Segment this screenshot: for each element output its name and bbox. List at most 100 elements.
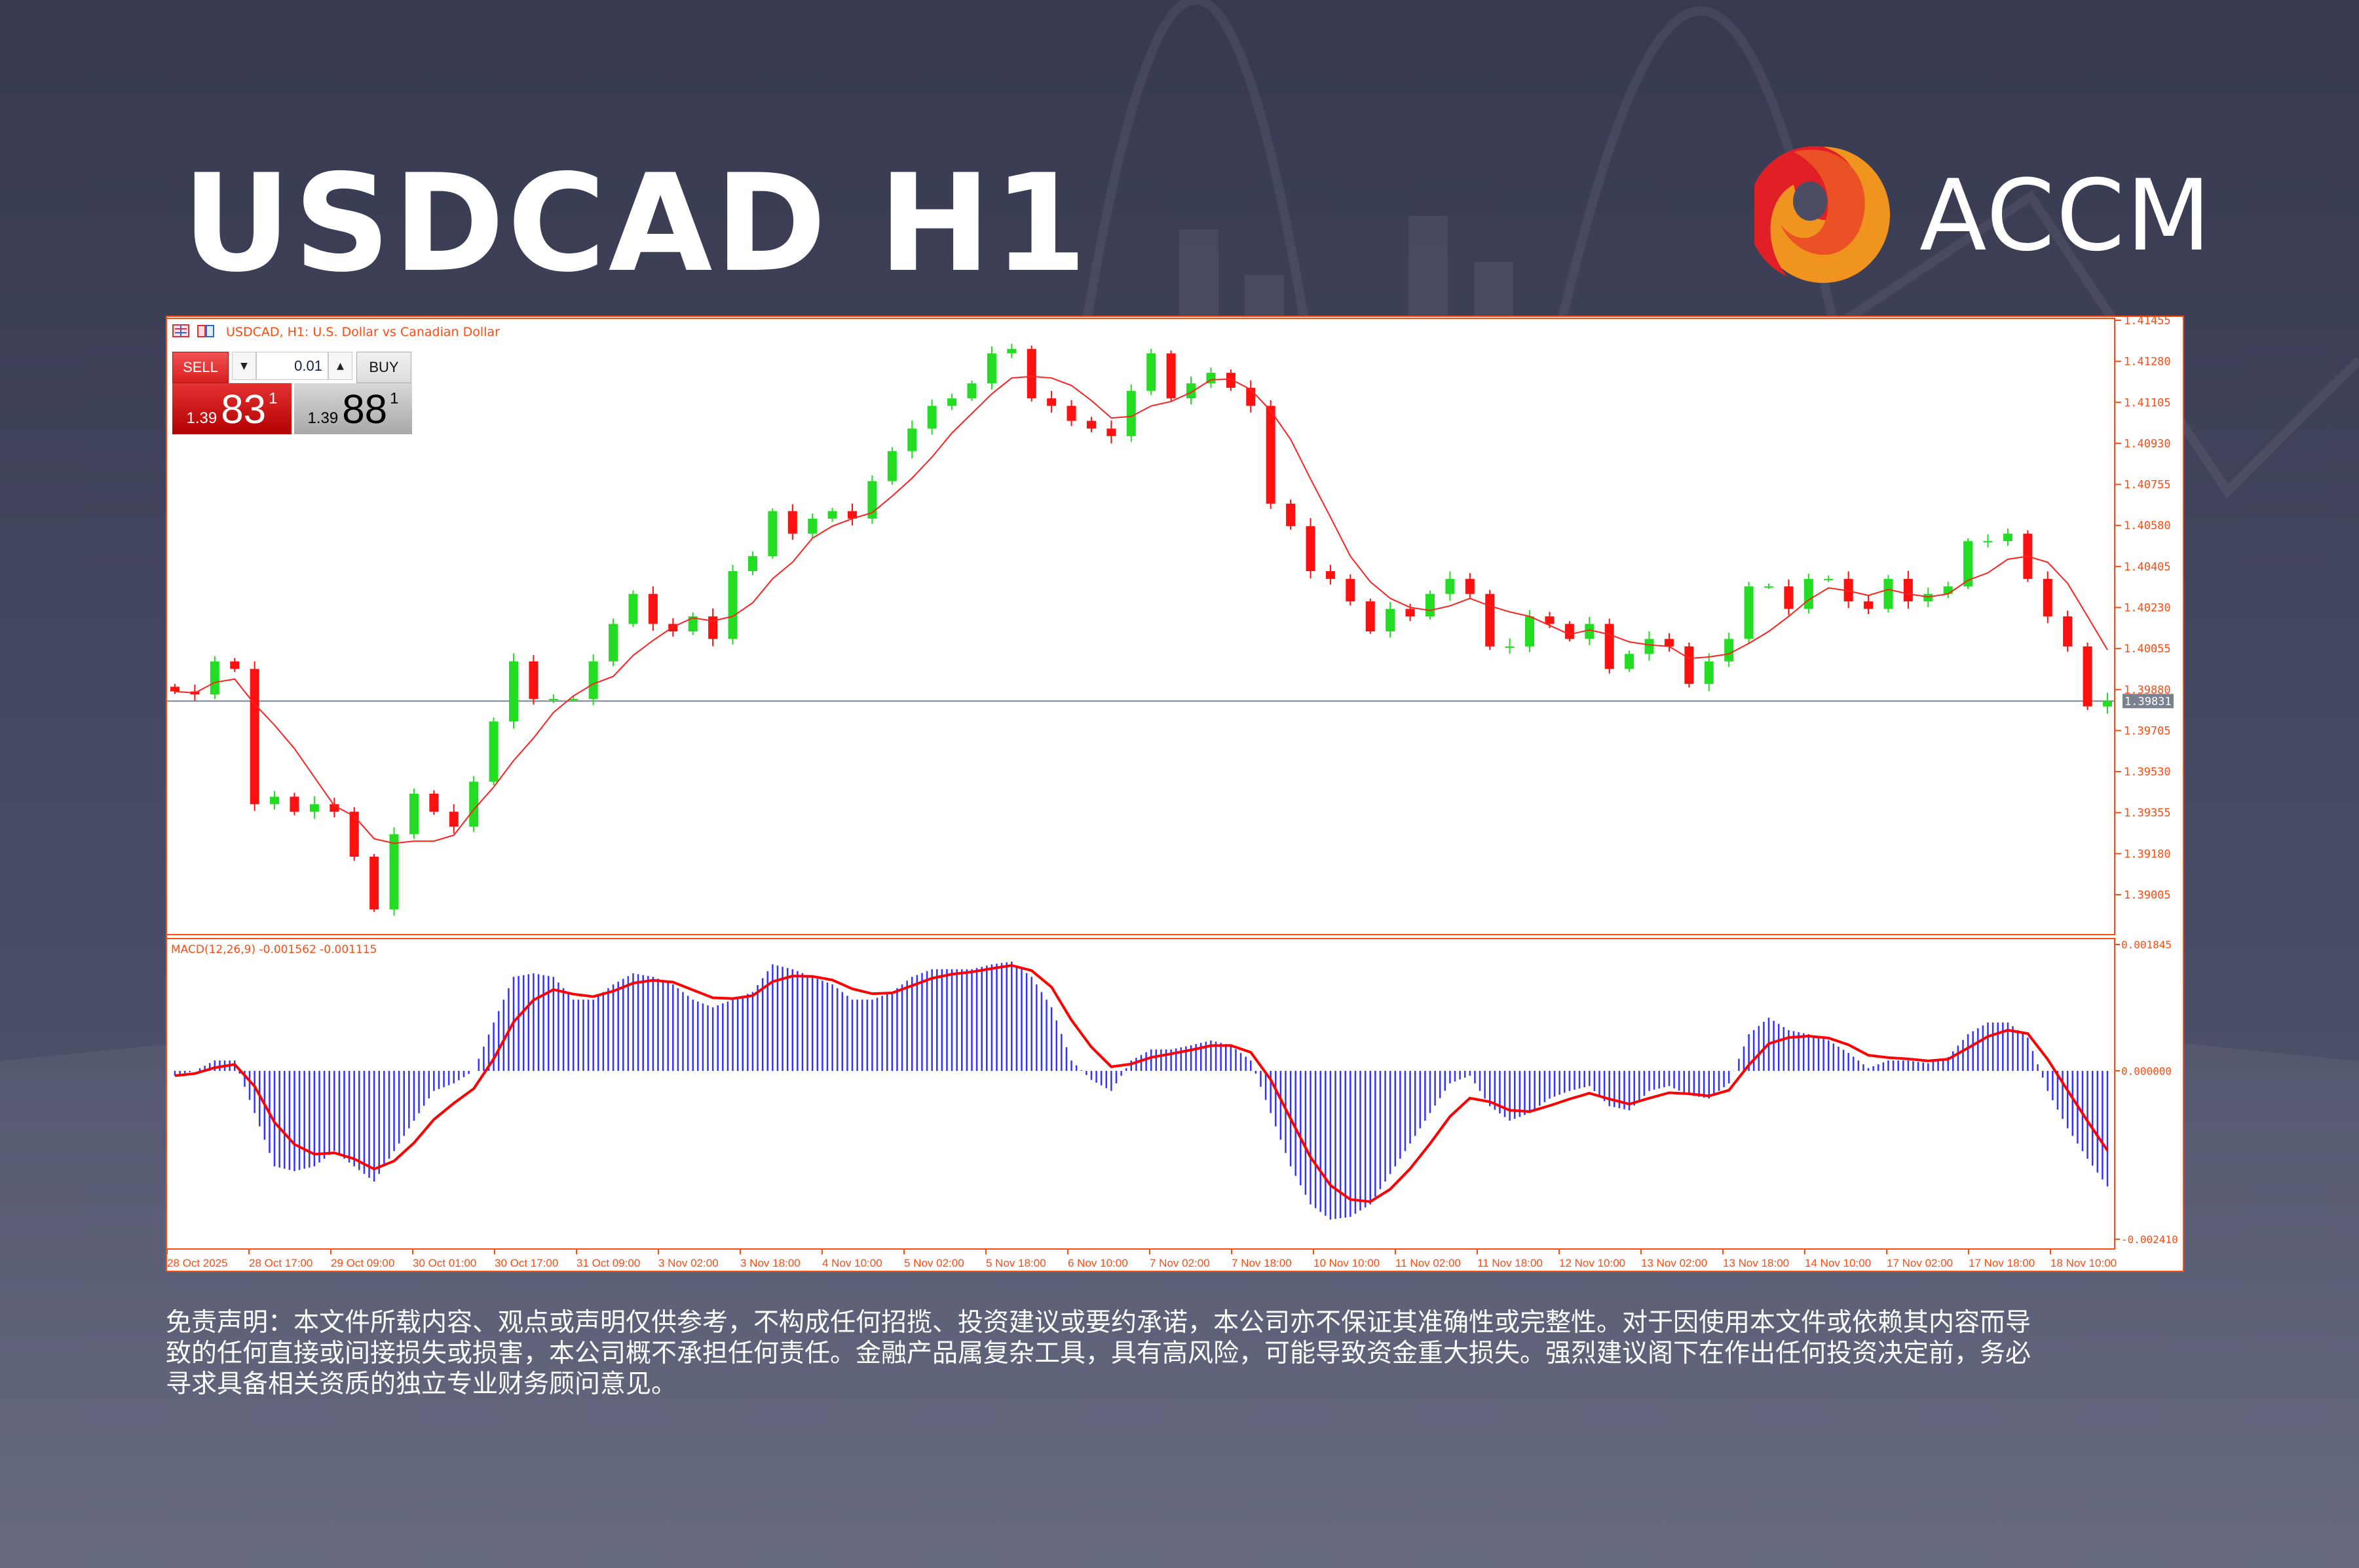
macd-tick-label: -0.002410: [2121, 1233, 2178, 1246]
candle-body: [1445, 578, 1455, 594]
candle-body: [270, 796, 280, 804]
time-tick-label: 30 Oct 01:00: [413, 1257, 476, 1269]
candle-body: [1784, 586, 1794, 609]
lot-increase-button[interactable]: ▲: [328, 352, 352, 380]
candle-body: [1066, 405, 1076, 421]
candle-body: [848, 511, 858, 519]
candle-body: [2063, 616, 2073, 646]
price-tick-label: 1.40580: [2124, 519, 2171, 532]
candle-body: [1505, 646, 1515, 648]
current-price-label: 1.39831: [2124, 695, 2172, 708]
candle-body: [1106, 428, 1116, 436]
candle-body: [1564, 624, 1574, 639]
candle-body: [1585, 624, 1595, 639]
triangle-up-icon: ▲: [337, 360, 344, 371]
time-tick-label: 30 Oct 17:00: [495, 1257, 558, 1269]
time-tick-label: 4 Nov 10:00: [822, 1257, 882, 1269]
candle-body: [1465, 578, 1475, 594]
candle-body: [1803, 578, 1813, 609]
time-tick-label: 12 Nov 10:00: [1559, 1257, 1625, 1269]
candle-body: [1325, 571, 1335, 579]
price-chart[interactable]: MACD(12,26,9) -0.001562 -0.001115 1.41455…: [166, 316, 2184, 1272]
candle-body: [1943, 586, 1953, 594]
sell-price-sup: 1: [269, 390, 278, 407]
candle-body: [688, 616, 698, 632]
candle-body: [648, 593, 658, 624]
candle-body: [1625, 654, 1634, 669]
time-tick-label: 13 Nov 02:00: [1641, 1257, 1707, 1269]
time-tick-label: 5 Nov 18:00: [986, 1257, 1046, 1269]
candle-body: [1923, 593, 1933, 602]
candle-body: [210, 661, 219, 695]
candle-body: [1843, 578, 1853, 602]
time-tick-label: 13 Nov 18:00: [1723, 1257, 1789, 1269]
candle-body: [609, 624, 618, 662]
time-tick-label: 14 Nov 10:00: [1805, 1257, 1871, 1269]
buy-button[interactable]: BUY: [356, 352, 411, 383]
buy-price-main: 88: [342, 387, 388, 432]
sell-price-main: 83: [221, 387, 267, 432]
candle-body: [309, 804, 319, 812]
lot-decrease-button[interactable]: ▼: [232, 352, 256, 380]
candle-body: [449, 812, 459, 827]
chart-window-icon[interactable]: [172, 324, 189, 338]
candle-body: [1525, 616, 1535, 646]
candle-body: [1425, 593, 1435, 617]
time-tick-label: 17 Nov 02:00: [1887, 1257, 1953, 1269]
candle-body: [489, 721, 499, 782]
chart-border: [166, 316, 2184, 1272]
chart-caption: USDCAD, H1: U.S. Dollar vs Canadian Doll…: [226, 325, 500, 339]
candle-body: [808, 518, 818, 534]
candle-body: [1744, 586, 1754, 639]
time-tick-label: 31 Oct 09:00: [576, 1257, 640, 1269]
candle-body: [1963, 541, 1973, 587]
candle-body: [548, 699, 558, 701]
candle-body: [1007, 348, 1017, 354]
candle-body: [967, 383, 977, 399]
candle-body: [1027, 348, 1036, 399]
candle-body: [1824, 578, 1834, 580]
candle-body: [1864, 601, 1874, 609]
candle-body: [1386, 608, 1395, 632]
candle-body: [1903, 578, 1913, 602]
buy-price-sup: 1: [390, 390, 399, 407]
time-tick-label: 3 Nov 02:00: [658, 1257, 719, 1269]
candle-body: [1684, 646, 1694, 684]
time-tick-label: 5 Nov 02:00: [904, 1257, 964, 1269]
disclaimer-line: 免责声明：本文件所载内容、观点或声明仅供参考，不构成任何招揽、投资建议或要约承诺…: [166, 1308, 2031, 1337]
macd-signal-line: [174, 963, 2109, 1203]
candle-body: [708, 616, 718, 639]
candle-body: [1086, 420, 1096, 429]
candle-body: [1664, 639, 1674, 646]
candle-body: [509, 661, 519, 722]
candle-body: [1266, 405, 1275, 504]
candle-body: [768, 511, 778, 557]
chart-window[interactable]: MACD(12,26,9) -0.001562 -0.001115 1.41455…: [166, 316, 2184, 1272]
price-tick-label: 1.41105: [2124, 396, 2171, 409]
candle-body: [628, 593, 638, 624]
candle-body: [1883, 578, 1893, 609]
candle-body: [1047, 398, 1057, 406]
sell-button[interactable]: SELL: [172, 352, 229, 383]
candle-body: [230, 661, 240, 669]
template-icon[interactable]: [197, 324, 214, 338]
candle-body: [907, 428, 917, 451]
candle-body: [747, 556, 757, 572]
candle-body: [469, 781, 479, 827]
candle-body: [787, 511, 797, 534]
candle-body: [2083, 646, 2092, 707]
price-tick-label: 1.40230: [2124, 602, 2171, 615]
sell-price[interactable]: 1.39 83 1: [172, 383, 292, 434]
time-tick-label: 28 Oct 17:00: [249, 1257, 312, 1269]
candle-body: [1166, 353, 1176, 399]
candle-body: [1983, 541, 1993, 543]
lot-size-input[interactable]: 0.01: [256, 352, 328, 380]
price-tick-label: 1.40055: [2124, 643, 2171, 656]
candle-body: [1704, 661, 1714, 684]
candle-body: [1365, 601, 1375, 632]
candle-body: [1306, 526, 1315, 572]
price-tick-label: 1.39880: [2124, 684, 2171, 697]
time-tick-label: 28 Oct 2025: [167, 1257, 228, 1269]
buy-price[interactable]: 1.39 88 1: [294, 383, 412, 434]
candle-body: [349, 812, 359, 857]
